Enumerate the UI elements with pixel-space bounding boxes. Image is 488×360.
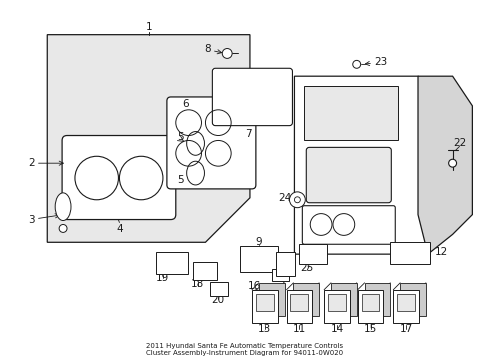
Text: 22: 22 [452, 139, 465, 148]
Text: 3: 3 [28, 214, 60, 225]
Circle shape [447, 159, 456, 167]
Text: 25: 25 [300, 263, 313, 273]
Text: 1: 1 [145, 22, 152, 32]
FancyBboxPatch shape [305, 147, 390, 203]
Text: 21: 21 [261, 261, 274, 271]
Text: 7: 7 [244, 129, 251, 139]
Text: 5: 5 [177, 132, 183, 143]
Text: 10: 10 [275, 269, 288, 279]
FancyBboxPatch shape [302, 206, 394, 244]
Bar [304, 86, 397, 140]
Text: 9: 9 [255, 237, 262, 247]
Bar [275, 252, 295, 276]
Circle shape [289, 192, 305, 208]
Bar [286, 290, 311, 323]
FancyBboxPatch shape [166, 97, 255, 189]
Text: 15: 15 [363, 324, 376, 334]
Text: 19: 19 [156, 273, 169, 283]
Text: 13: 13 [258, 324, 271, 334]
Bar [293, 283, 319, 316]
FancyBboxPatch shape [62, 135, 175, 220]
Text: 2011 Hyundai Santa Fe Automatic Temperature Controls
Cluster Assembly-Instrument: 2011 Hyundai Santa Fe Automatic Temperat… [145, 343, 343, 356]
Text: 20: 20 [211, 294, 224, 305]
Bar [389, 242, 429, 264]
Bar [324, 290, 349, 323]
Text: 16: 16 [248, 281, 261, 291]
Bar [192, 262, 217, 280]
Bar [392, 290, 418, 323]
Bar [258, 283, 284, 316]
Bar [299, 244, 326, 264]
Bar [327, 294, 345, 311]
Bar [330, 283, 356, 316]
Text: 8: 8 [203, 45, 221, 54]
Polygon shape [294, 76, 462, 254]
Bar [361, 294, 379, 311]
Bar [396, 294, 414, 311]
Text: 23: 23 [365, 57, 387, 67]
Ellipse shape [186, 161, 204, 185]
Text: 14: 14 [329, 324, 343, 334]
Circle shape [352, 60, 360, 68]
Circle shape [294, 197, 300, 203]
Text: 11: 11 [292, 324, 305, 334]
Bar [251, 290, 277, 323]
Circle shape [222, 49, 232, 58]
Text: 17: 17 [399, 324, 412, 334]
Bar [364, 283, 389, 316]
Bar [399, 283, 425, 316]
Text: 4: 4 [116, 224, 122, 234]
Text: 18: 18 [190, 279, 204, 289]
Bar [271, 269, 289, 281]
Bar [290, 294, 307, 311]
Text: 6: 6 [182, 99, 188, 109]
Ellipse shape [186, 131, 204, 155]
Bar [156, 252, 187, 274]
Bar [357, 290, 383, 323]
Circle shape [59, 225, 67, 233]
Bar [210, 282, 228, 296]
Text: 2: 2 [28, 158, 63, 168]
Ellipse shape [55, 193, 71, 221]
Polygon shape [47, 35, 249, 242]
Bar [240, 246, 277, 272]
Text: 12: 12 [391, 247, 447, 257]
FancyBboxPatch shape [212, 68, 292, 126]
Polygon shape [417, 76, 471, 254]
Text: 24: 24 [278, 193, 301, 203]
Text: 5: 5 [177, 175, 183, 185]
Bar [255, 294, 273, 311]
